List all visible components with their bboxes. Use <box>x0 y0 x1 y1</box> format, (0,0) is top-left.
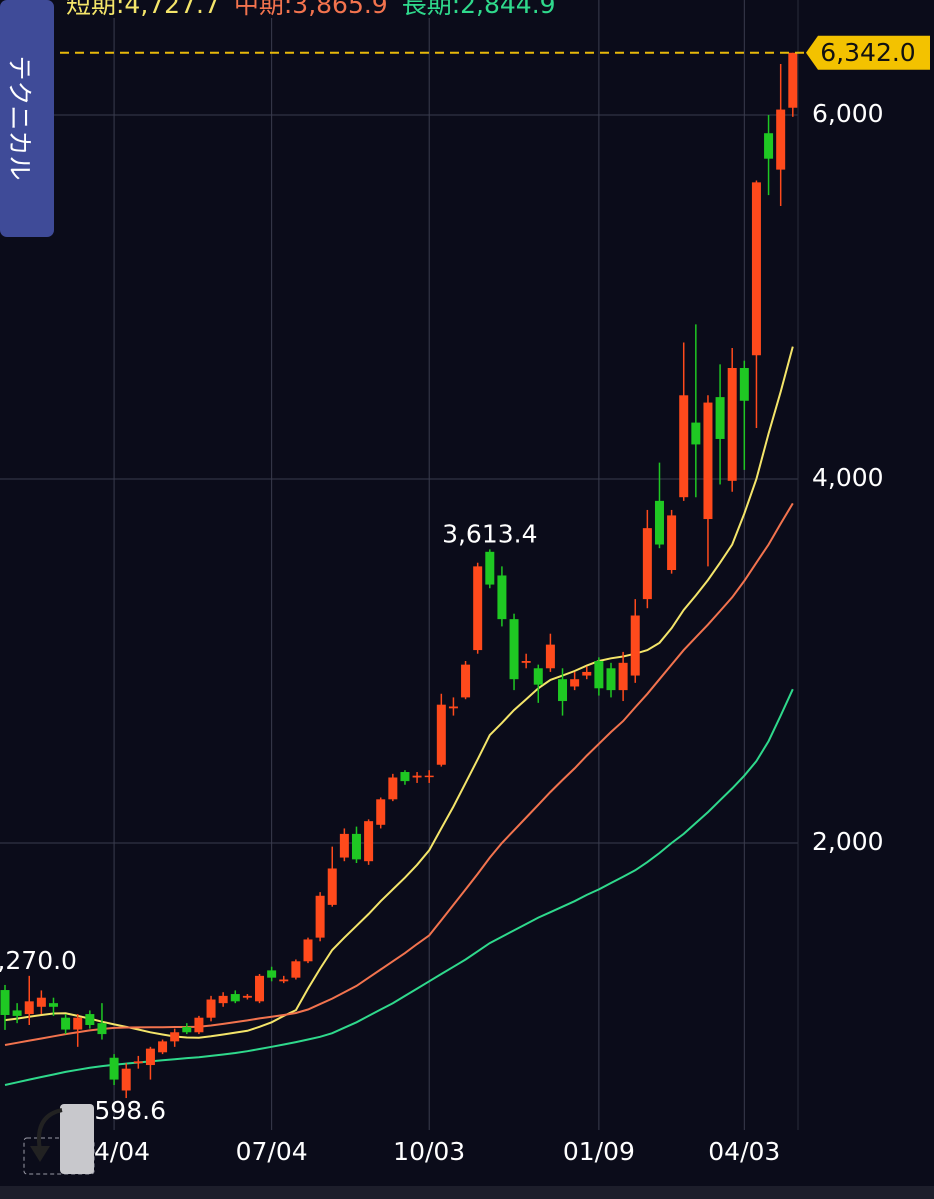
x-tick-label: 10/03 <box>393 1137 465 1166</box>
legend-entry: 短期:4,727.7 <box>66 0 220 19</box>
candle-body <box>533 668 543 685</box>
x-tick-label: 01/09 <box>563 1137 635 1166</box>
y-tick-label: 6,000 <box>812 99 884 128</box>
candle-body <box>679 395 689 498</box>
candle-body <box>606 668 616 691</box>
icon-arrow-head <box>30 1146 50 1162</box>
undo-icon[interactable] <box>23 1104 95 1175</box>
candle-body <box>448 706 458 709</box>
candle-body <box>630 615 640 676</box>
candle-body <box>182 1026 192 1033</box>
candle-body <box>303 939 313 962</box>
side-tab[interactable] <box>0 0 54 237</box>
candle-body <box>473 566 483 651</box>
extreme-label: 598.6 <box>94 1096 166 1125</box>
x-tick-label: 07/04 <box>236 1137 308 1166</box>
candle-body <box>194 1017 204 1033</box>
candle-body <box>351 833 361 860</box>
x-tick-label: 04/03 <box>708 1137 780 1166</box>
candle-body <box>48 1003 58 1007</box>
candle-body <box>691 422 701 445</box>
candle-body <box>412 775 422 778</box>
candle-body <box>558 679 568 702</box>
candle-body <box>497 575 507 620</box>
candle-body <box>109 1057 119 1080</box>
extreme-label: 3,613.4 <box>442 519 537 548</box>
extreme-label: 1,270.0 <box>0 946 77 975</box>
candle-body <box>97 1023 107 1035</box>
candle-body <box>485 551 495 585</box>
candle-body <box>388 777 398 800</box>
candle-body <box>776 109 786 170</box>
y-tick-label: 4,000 <box>812 463 884 492</box>
candle-body <box>339 833 349 858</box>
legend: 短期:4,727.7 中期:3,865.9 長期:2,844.9 <box>66 0 556 19</box>
candle-body <box>279 979 289 982</box>
candle-body <box>230 994 240 1002</box>
candle-body <box>133 1061 143 1064</box>
candle-body <box>376 799 386 825</box>
candle-body <box>739 367 749 401</box>
candle-body <box>509 619 519 680</box>
candle-body <box>461 664 471 698</box>
candle-body <box>73 1017 83 1030</box>
candle-body <box>727 367 737 481</box>
candle-body <box>218 995 228 1004</box>
candle-body <box>315 895 325 938</box>
side-tab-label[interactable]: テクニカル <box>5 55 34 180</box>
candle-body <box>545 644 555 669</box>
candle-body <box>788 52 798 108</box>
candle-body <box>582 671 592 676</box>
candle-body <box>751 182 761 356</box>
candle-body <box>618 662 628 691</box>
candle-body <box>703 402 713 520</box>
y-tick-label: 2,000 <box>812 827 884 856</box>
candle-body <box>667 515 677 571</box>
candle-body <box>85 1014 95 1025</box>
ma-line <box>4 346 794 1039</box>
candle-body <box>654 500 664 545</box>
candle-body <box>715 397 725 439</box>
price-tag-label: 6,342.0 <box>820 38 915 67</box>
icon-arrow <box>37 1108 63 1151</box>
price-tag <box>806 35 930 70</box>
candle-body <box>764 133 774 159</box>
legend-entry: 長期:2,844.9 <box>402 0 556 19</box>
candle-body <box>12 1010 22 1016</box>
candle-body <box>145 1048 155 1066</box>
candle-body <box>24 1001 34 1015</box>
candle-body <box>364 821 374 862</box>
icon-card <box>60 1104 94 1174</box>
plot-area: 04/04 07/04 10/03 01/09 04/032,0004,0006,000… <box>0 0 930 1166</box>
candle-body <box>206 999 216 1018</box>
candle-body <box>642 528 652 600</box>
icon-frame <box>23 1137 95 1175</box>
candle-body <box>521 661 531 663</box>
candle-body <box>400 772 410 782</box>
candle-body <box>242 995 252 998</box>
ma-line <box>4 502 794 1046</box>
candle-body <box>170 1032 180 1042</box>
candle-body <box>0 990 10 1015</box>
candle-body <box>36 997 46 1007</box>
legend-entry: 中期:3,865.9 <box>234 0 388 19</box>
bottom-bar <box>0 1186 934 1199</box>
candle-body <box>594 661 604 689</box>
candle-body <box>291 961 301 978</box>
candle-body <box>570 679 580 687</box>
candle-body <box>424 775 434 778</box>
candle-body <box>61 1017 71 1030</box>
candle-body <box>267 970 277 978</box>
candle-body <box>121 1068 131 1091</box>
candle-body <box>255 975 265 1002</box>
candle-body <box>158 1041 168 1053</box>
legend-bg <box>0 0 578 18</box>
candle-body <box>436 704 446 765</box>
candle-body <box>327 868 337 905</box>
